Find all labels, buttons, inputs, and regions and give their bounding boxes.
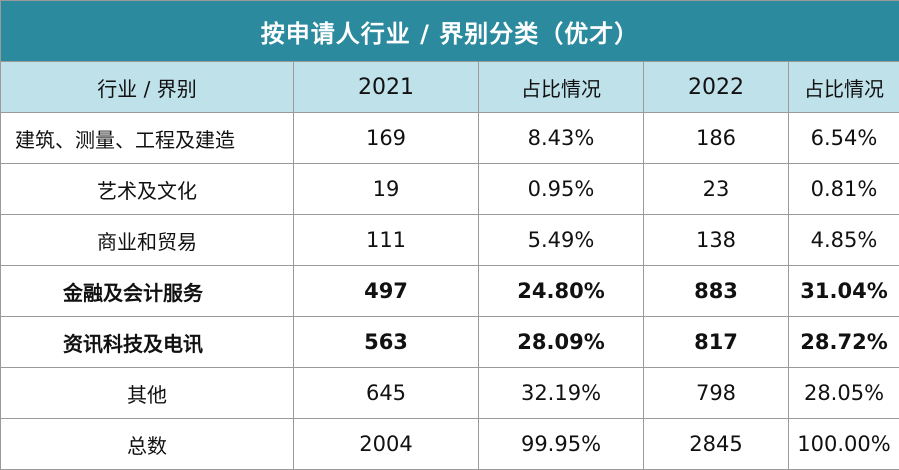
value-2022-cell: 817 (644, 317, 789, 368)
share-2021-cell: 8.43% (479, 113, 644, 164)
value-2022-cell: 138 (644, 215, 789, 266)
table-row: 金融及会计服务 497 24.80% 883 31.04% (1, 266, 899, 317)
share-2021-cell: 0.95% (479, 164, 644, 215)
table-row: 建筑、测量、工程及建造 169 8.43% 186 6.54% (1, 113, 899, 164)
header-row: 行业 / 界别 2021 占比情况 2022 占比情况 (1, 62, 899, 113)
table-row: 商业和贸易 111 5.49% 138 4.85% (1, 215, 899, 266)
value-2021-cell: 645 (294, 368, 479, 419)
share-2022-cell: 6.54% (789, 113, 899, 164)
value-2022-cell: 2845 (644, 419, 789, 470)
category-cell: 艺术及文化 (1, 164, 294, 215)
header-2022: 2022 (644, 62, 789, 113)
value-2021-cell: 19 (294, 164, 479, 215)
table-row: 其他 645 32.19% 798 28.05% (1, 368, 899, 419)
share-2022-cell: 31.04% (789, 266, 899, 317)
value-2021-cell: 111 (294, 215, 479, 266)
category-cell: 商业和贸易 (1, 215, 294, 266)
value-2021-cell: 169 (294, 113, 479, 164)
share-2021-cell: 99.95% (479, 419, 644, 470)
value-2021-cell: 563 (294, 317, 479, 368)
value-2022-cell: 23 (644, 164, 789, 215)
category-cell: 总数 (1, 419, 294, 470)
header-category: 行业 / 界别 (1, 62, 294, 113)
table-container: 按申请人行业 / 界别分类（优才） 行业 / 界别 2021 占比情况 2022… (0, 0, 899, 459)
value-2021-cell: 497 (294, 266, 479, 317)
category-cell: 金融及会计服务 (1, 266, 294, 317)
title-row: 按申请人行业 / 界别分类（优才） (1, 1, 899, 62)
share-2022-cell: 100.00% (789, 419, 899, 470)
value-2022-cell: 798 (644, 368, 789, 419)
category-cell: 建筑、测量、工程及建造 (1, 113, 294, 164)
value-2022-cell: 186 (644, 113, 789, 164)
value-2022-cell: 883 (644, 266, 789, 317)
share-2022-cell: 0.81% (789, 164, 899, 215)
total-row: 总数 2004 99.95% 2845 100.00% (1, 419, 899, 470)
table-row: 资讯科技及电讯 563 28.09% 817 28.72% (1, 317, 899, 368)
share-2021-cell: 5.49% (479, 215, 644, 266)
header-share-2021: 占比情况 (479, 62, 644, 113)
share-2021-cell: 28.09% (479, 317, 644, 368)
share-2022-cell: 28.05% (789, 368, 899, 419)
header-2021: 2021 (294, 62, 479, 113)
share-2022-cell: 4.85% (789, 215, 899, 266)
share-2021-cell: 32.19% (479, 368, 644, 419)
share-2022-cell: 28.72% (789, 317, 899, 368)
share-2021-cell: 24.80% (479, 266, 644, 317)
category-cell: 其他 (1, 368, 294, 419)
header-share-2022: 占比情况 (789, 62, 899, 113)
value-2021-cell: 2004 (294, 419, 479, 470)
table-title: 按申请人行业 / 界别分类（优才） (1, 1, 899, 62)
table-row: 艺术及文化 19 0.95% 23 0.81% (1, 164, 899, 215)
category-cell: 资讯科技及电讯 (1, 317, 294, 368)
